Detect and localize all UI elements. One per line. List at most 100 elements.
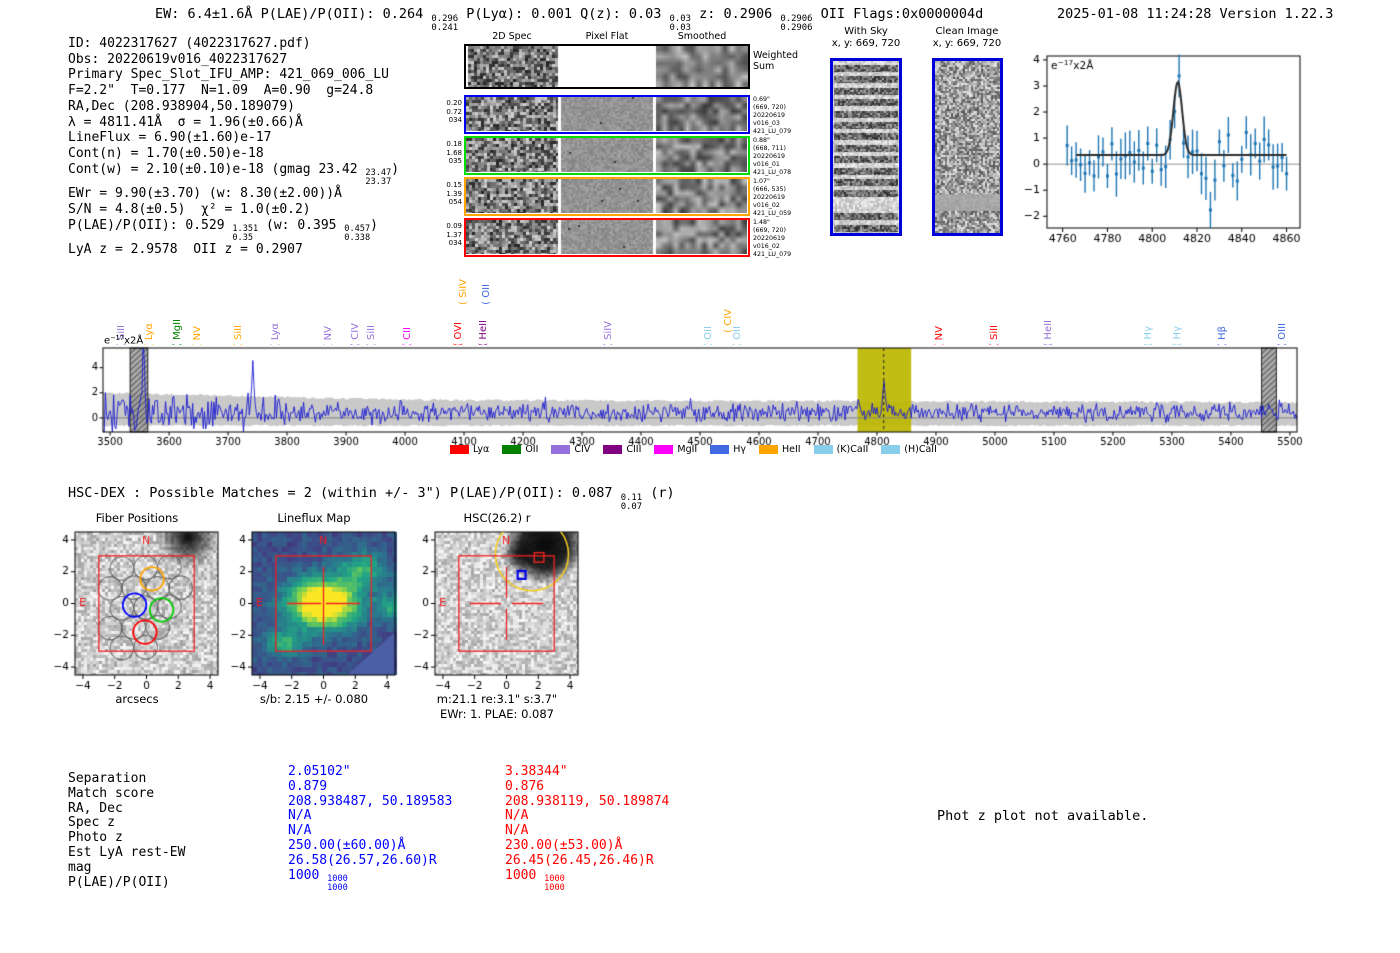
- emission-line-label: ( SiII: [233, 324, 245, 347]
- clean-image-panel: [932, 58, 1003, 236]
- fiber-positions-xlabel: arcsecs: [115, 692, 159, 706]
- legend-item: CIII: [603, 444, 641, 455]
- weighted-sum-label: Weighted Sum: [753, 50, 798, 72]
- legend-item: Lyα: [450, 444, 489, 455]
- spec2d-weighted-sum-row: [464, 44, 750, 89]
- emission-line-label: ( HeII: [1043, 320, 1054, 347]
- match-row-label: Est LyA rest-EW: [68, 844, 186, 860]
- withsky-title: With Sky x, y: 669, 720: [830, 26, 902, 50]
- emission-line-label: ( SiII: [988, 324, 1000, 347]
- legend-label: (H)CaII: [904, 444, 937, 455]
- legend-label: CIII: [626, 444, 642, 455]
- match-row-label: Match score: [68, 785, 155, 801]
- full-spectrum-plot: [88, 345, 1312, 447]
- spec2d-row-left-labels: 0.18 1.68 035: [446, 140, 462, 166]
- spec2d-row: [464, 177, 750, 216]
- legend-label: HeII: [782, 444, 801, 455]
- legend-swatch: [654, 445, 674, 454]
- spec2d-row-right-labels: 0.69" (669, 720) 20220619 v016_03 421_LU_079: [753, 96, 792, 135]
- hsc-cutout-plot: [405, 525, 589, 689]
- legend-label: (K)CaII: [836, 444, 869, 455]
- legend-swatch: [450, 445, 469, 454]
- match1-value: 1000 1000 1000: [288, 867, 348, 893]
- legend-item: OII: [502, 444, 538, 455]
- spec2d-row-image: [466, 220, 747, 254]
- emission-line-label: ( NV: [322, 325, 334, 347]
- legend-label: MgII: [677, 444, 698, 455]
- legend-label: CIV: [574, 444, 591, 455]
- match2-value: N/A: [505, 808, 529, 824]
- emission-line-label: ( HeII: [477, 320, 489, 347]
- fiber-positions-title: Fiber Positions: [95, 511, 179, 525]
- timestamp-version: 2025-01-08 11:24:28 Version 1.22.3: [1057, 6, 1334, 22]
- detection-info-line: P(LAE)/P(OII): 0.529 1.351 0.35 (w: 0.395…: [68, 217, 378, 243]
- detection-info-line: LyA z = 2.9578 OII z = 0.2907: [68, 242, 303, 258]
- spectrum-legend: Lyα OII CIV CIII MgII Hγ HeII (K)CaII (H)CaII: [450, 444, 937, 455]
- emission-line-label: ( MgII: [171, 319, 183, 347]
- spec2d-col-title-pixelflat: Pixel Flat: [585, 31, 629, 42]
- emission-line-label: ( OII: [703, 326, 715, 347]
- legend-item: CIV: [551, 444, 590, 455]
- match1-value: 208.938487, 50.189583: [288, 793, 453, 809]
- match-row-label: Separation: [68, 771, 147, 786]
- emission-line-label: ( Hγ: [1172, 326, 1184, 347]
- legend-swatch: [813, 445, 833, 454]
- emission-line-label: ( OVI: [453, 322, 465, 347]
- match2-value: 26.45(26.45,26.46)R: [505, 852, 654, 868]
- emission-line-label: ( NV: [933, 325, 945, 347]
- emission-line-label: ( SiII: [366, 324, 378, 347]
- match2-value: 1000 1000 1000: [505, 867, 565, 893]
- emission-line-label: ( Lyα: [143, 322, 155, 347]
- hsc-cutout-title: HSC(26.2) r: [463, 511, 531, 525]
- hsc-cutout-xlabel: m:21.1 re:3.1" s:3.7": [436, 692, 558, 706]
- legend-swatch: [881, 445, 901, 454]
- spec2d-row-right-labels: 1.48" (669, 720) 20220619 v016_02 421_LU_079: [753, 219, 792, 258]
- hscdex-header: HSC-DEX : Possible Matches = 2 (within +…: [68, 485, 675, 512]
- match2-value: 0.876: [505, 778, 545, 794]
- clean-image: [935, 61, 1000, 233]
- withsky-title-text: With Sky: [844, 26, 888, 37]
- detection-info-line: S/N = 4.8(±0.5) χ² = 1.0(±0.2): [68, 202, 311, 218]
- detection-info-line: Primary Spec_Slot_IFU_AMP: 421_069_006_L…: [68, 67, 389, 83]
- match2-value: 3.38344": [505, 764, 568, 779]
- detection-info-line: F=2.2" T=0.177 N=1.09 A=0.90 g=24.8: [68, 83, 374, 99]
- detection-info-line: EWr = 9.90(±3.70) (w: 8.30(±2.00))Å: [68, 186, 342, 202]
- spec2d-row-right-labels: 1.07" (666, 535) 20220619 v016_02 421_LU_059: [753, 178, 792, 217]
- catalog-match-table: Separation 2.05102" 3.38344" Match score 0.8…: [68, 764, 669, 899]
- spec2d-row-right-labels: 0.88" (668, 711) 20220619 v016_01 421_LU_078: [753, 137, 792, 176]
- spec2d-row-image: [466, 179, 747, 213]
- legend-label: Hγ: [733, 444, 746, 455]
- spectrum-unit-label: e−17x2Å: [104, 334, 144, 347]
- emission-line-label: ( SiIV: [458, 279, 470, 305]
- legend-item: HeII: [759, 444, 801, 455]
- emission-line-label: ( NV: [191, 325, 203, 347]
- match1-value: 2.05102": [288, 764, 351, 779]
- match-row-label: P(LAE)/P(OII): [68, 874, 170, 890]
- spec2d-row-image: [466, 97, 747, 131]
- emission-line-label: ( SiIV: [602, 321, 614, 347]
- lineflux-map-title: Lineflux Map: [277, 511, 351, 525]
- emission-line-label: ( Hβ: [1217, 326, 1229, 347]
- legend-label: OII: [525, 444, 539, 455]
- spec2d-row: [464, 218, 750, 257]
- line-fit-inset-plot: [1008, 46, 1320, 246]
- emission-line-label: ( OII: [732, 326, 744, 347]
- spec2d-col-title-smoothed: Smoothed: [677, 31, 727, 42]
- spec2d-col-title-2dspec: 2D Spec: [492, 31, 532, 42]
- lineflux-map-plot: [222, 525, 406, 689]
- spec2d-row-left-labels: 0.15 1.39 054: [446, 181, 462, 207]
- spec2d-row-left-labels: 0.20 0.72 034: [446, 99, 462, 125]
- match1-value: 0.879: [288, 778, 328, 794]
- withsky-panel: [830, 58, 902, 236]
- legend-swatch: [710, 445, 730, 454]
- emission-line-label: ( Hγ: [1142, 326, 1154, 347]
- spec2d-row-image: [466, 138, 747, 172]
- weighted-sum-image: [466, 46, 748, 87]
- clean-title-text: Clean Image: [935, 26, 999, 37]
- clean-title: Clean Image x, y: 669, 720: [928, 26, 1006, 50]
- spec2d-row: [464, 136, 750, 175]
- clean-coords: x, y: 669, 720: [932, 38, 1002, 49]
- emission-line-label: ( CII: [402, 327, 414, 347]
- fiber-positions-plot: [45, 525, 229, 689]
